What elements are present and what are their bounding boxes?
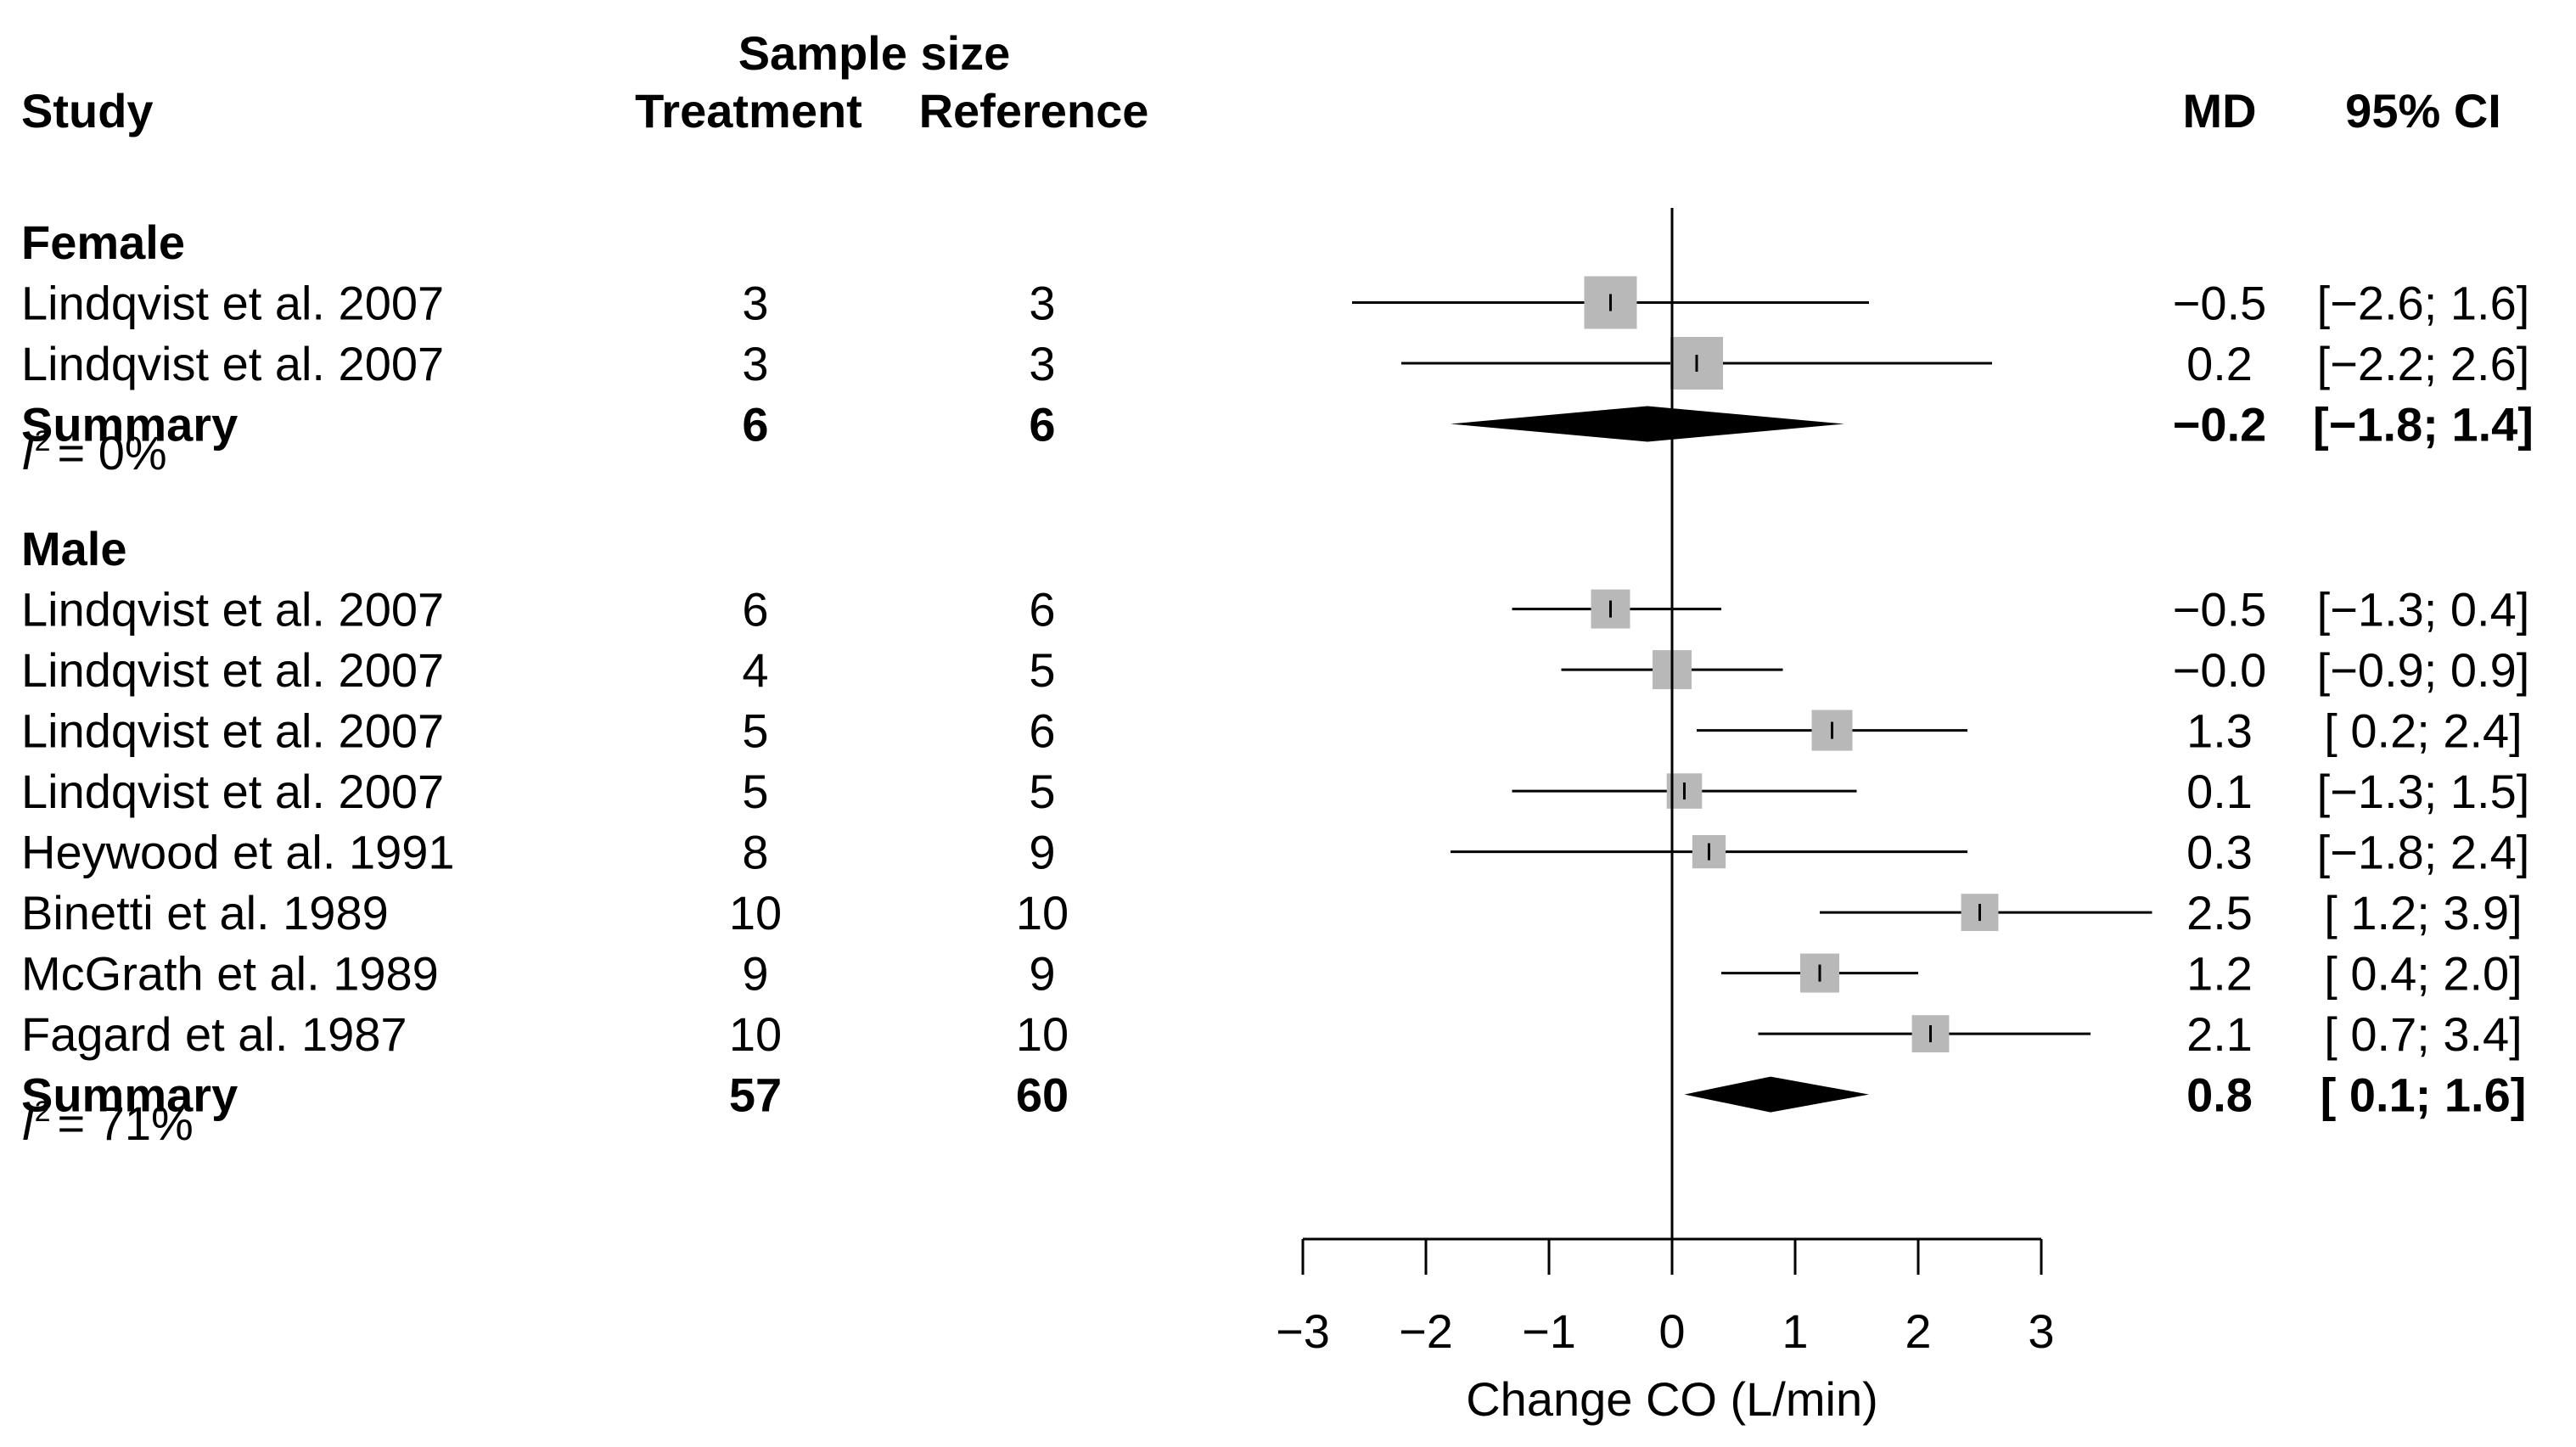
reference-n: 9 (1029, 947, 1055, 1001)
treatment-n: 3 (742, 337, 768, 390)
treatment-n: 8 (742, 826, 768, 879)
study-name: Lindqvist et al. 2007 (21, 643, 444, 697)
reference-n: 10 (1016, 886, 1069, 939)
tick-label: 1 (1782, 1304, 1808, 1358)
treatment-n: 6 (742, 583, 768, 637)
tick-label: 2 (1905, 1304, 1931, 1358)
study-name: Fagard et al. 1987 (21, 1007, 407, 1061)
treatment-n: 5 (742, 704, 768, 758)
header-md: MD (2182, 84, 2256, 137)
ci-value: [−2.2; 2.6] (2317, 337, 2530, 390)
study-name: Heywood et al. 1991 (21, 826, 455, 879)
forest-rows: Female Lindqvist et al. 2007 3 3 −0.5 [−2.6; … (21, 216, 2534, 1150)
x-axis-label: Change CO (L/min) (1466, 1372, 1878, 1426)
reference-n: 3 (1029, 277, 1055, 330)
summary-md-value: −0.2 (2173, 398, 2267, 451)
md-value: 1.3 (2186, 704, 2253, 758)
reference-n: 5 (1029, 765, 1055, 818)
summary-md-value: 0.8 (2186, 1068, 2253, 1122)
reference-n: 10 (1016, 1007, 1069, 1061)
summary-treatment-n: 6 (742, 398, 768, 451)
ci-value: [−2.6; 1.6] (2317, 277, 2530, 330)
md-value: 0.1 (2186, 765, 2253, 818)
treatment-n: 5 (742, 765, 768, 818)
reference-n: 3 (1029, 337, 1055, 390)
tick-label: 3 (2028, 1304, 2054, 1358)
md-value: −0.0 (2173, 643, 2267, 697)
group-label: Female (21, 216, 185, 269)
md-value: 2.5 (2186, 886, 2253, 939)
reference-n: 6 (1029, 583, 1055, 637)
ci-value: [−1.3; 0.4] (2317, 583, 2530, 637)
study-name: McGrath et al. 1989 (21, 947, 439, 1001)
md-value: 0.2 (2186, 337, 2253, 390)
ci-value: [−1.3; 1.5] (2317, 765, 2530, 818)
md-value: 2.1 (2186, 1007, 2253, 1061)
summary-ci-value: [ 0.1; 1.6] (2321, 1068, 2527, 1122)
ci-value: [ 0.4; 2.0] (2324, 947, 2523, 1001)
reference-n: 9 (1029, 826, 1055, 879)
study-name: Lindqvist et al. 2007 (21, 337, 444, 390)
summary-diamond (1684, 1076, 1869, 1113)
summary-ci-value: [−1.8; 1.4] (2313, 398, 2534, 451)
reference-n: 6 (1029, 704, 1055, 758)
study-name: Lindqvist et al. 2007 (21, 277, 444, 330)
reference-n: 5 (1029, 643, 1055, 697)
study-name: Binetti et al. 1989 (21, 886, 389, 939)
treatment-n: 10 (729, 886, 782, 939)
ci-value: [ 0.7; 3.4] (2324, 1007, 2523, 1061)
md-value: −0.5 (2173, 583, 2267, 637)
study-name: Lindqvist et al. 2007 (21, 765, 444, 818)
treatment-n: 9 (742, 947, 768, 1001)
ci-value: [−1.8; 2.4] (2317, 826, 2530, 879)
header-treatment: Treatment (635, 84, 862, 137)
treatment-n: 10 (729, 1007, 782, 1061)
summary-diamond (1451, 406, 1844, 442)
md-value: 0.3 (2186, 826, 2253, 879)
treatment-n: 4 (742, 643, 768, 697)
header-reference: Reference (919, 84, 1149, 137)
heterogeneity-label: I2 = 0% (21, 425, 167, 480)
group-label: Male (21, 522, 127, 575)
header-study: Study (21, 84, 154, 137)
tick-label: −3 (1276, 1304, 1330, 1358)
header-sample-size: Sample size (738, 26, 1011, 80)
tick-label: −1 (1522, 1304, 1576, 1358)
study-name: Lindqvist et al. 2007 (21, 704, 444, 758)
summary-treatment-n: 57 (729, 1068, 782, 1122)
summary-label: Summary (21, 398, 238, 451)
ci-value: [ 0.2; 2.4] (2324, 704, 2523, 758)
summary-reference-n: 6 (1029, 398, 1055, 451)
md-value: −0.5 (2173, 277, 2267, 330)
md-value: 1.2 (2186, 947, 2253, 1001)
summary-reference-n: 60 (1016, 1068, 1069, 1122)
header-ci: 95% CI (2345, 84, 2501, 137)
treatment-n: 3 (742, 277, 768, 330)
study-name: Lindqvist et al. 2007 (21, 583, 444, 637)
ci-value: [ 1.2; 3.9] (2324, 886, 2523, 939)
x-axis: −3 −2 −1 0 1 2 3 (1276, 208, 2055, 1358)
heterogeneity-label: I2 = 71% (21, 1096, 194, 1150)
summary-label: Summary (21, 1068, 238, 1122)
tick-label: −2 (1399, 1304, 1453, 1358)
ci-value: [−0.9; 0.9] (2317, 643, 2530, 697)
tick-label: 0 (1658, 1304, 1685, 1358)
